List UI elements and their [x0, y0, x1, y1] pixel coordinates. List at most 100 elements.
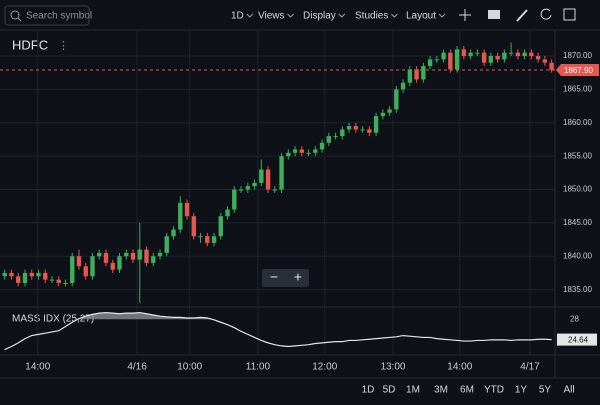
candle-body	[292, 149, 298, 153]
candle-body	[97, 252, 102, 257]
y-tick-label: 1870.00	[563, 51, 592, 60]
grid	[0, 30, 555, 355]
candle-body	[488, 56, 494, 63]
candle-body	[232, 189, 237, 210]
toolbar-menu[interactable]: 1D	[231, 11, 244, 22]
x-tick-label: 13:00	[380, 362, 405, 373]
candle-body	[265, 169, 271, 190]
range-button[interactable]: 3M	[434, 385, 448, 396]
fullscreen-icon[interactable]	[563, 8, 576, 21]
range-button[interactable]: 1Y	[515, 385, 528, 396]
candle-body	[542, 59, 548, 63]
toolbar-menu[interactable]: Views	[258, 11, 285, 22]
candle-body	[178, 202, 183, 230]
y-tick-label: 1835.00	[563, 285, 592, 294]
candle-body	[340, 129, 345, 137]
candle-body	[319, 142, 325, 150]
candle-body	[198, 236, 203, 238]
zoom-out[interactable]: −	[270, 269, 278, 285]
candle-body	[481, 52, 487, 63]
candle-body	[110, 262, 115, 270]
candle-body	[360, 129, 365, 131]
candle-body	[448, 52, 453, 70]
zoom-in[interactable]: +	[294, 269, 302, 285]
candle-body	[103, 252, 109, 263]
study-name: MASS IDX (25,27)	[12, 314, 94, 325]
symbol-menu[interactable]: ⋮	[58, 40, 69, 52]
candle-body	[421, 66, 426, 80]
candle-body	[434, 59, 440, 61]
y-tick-label: 1860.00	[563, 118, 592, 127]
range-button[interactable]: 1M	[406, 385, 420, 396]
x-tick-label: 14:00	[447, 362, 472, 373]
y-tick-label: 1855.00	[563, 151, 592, 160]
candle-body	[299, 149, 305, 153]
candle-body	[367, 129, 372, 133]
x-tick-label: 11:00	[246, 362, 271, 373]
candle-body	[387, 109, 392, 113]
toolbar-menu[interactable]: Layout	[406, 11, 436, 22]
candle-body	[279, 156, 284, 190]
study-last-tag	[557, 333, 597, 346]
candle-body	[353, 126, 359, 130]
dropdown-caret	[338, 13, 346, 18]
zoom-controls	[262, 269, 309, 287]
study-area	[4, 312, 552, 320]
candle-body	[286, 152, 291, 157]
candle-body	[9, 272, 14, 277]
range-button[interactable]: 5Y	[539, 385, 552, 396]
candle-body	[157, 252, 163, 257]
candle-body	[441, 52, 446, 60]
toolbar-menu[interactable]: Studies	[355, 11, 388, 22]
range-button[interactable]: YTD	[484, 385, 504, 396]
candle-body	[36, 272, 41, 277]
candle-body	[191, 216, 196, 237]
y-tick-label: 1840.00	[563, 251, 592, 260]
candle-body	[171, 229, 176, 237]
reset-icon[interactable]	[540, 8, 552, 20]
candle-body	[2, 272, 7, 277]
candle-body	[346, 126, 352, 130]
candle-body	[475, 52, 480, 54]
candle-body	[407, 69, 413, 83]
search-box[interactable]	[4, 5, 90, 26]
comment-icon[interactable]	[488, 10, 500, 19]
candle-body	[16, 276, 21, 283]
search-icon	[10, 10, 20, 20]
range-button[interactable]: All	[563, 385, 574, 396]
candle-body	[184, 202, 190, 217]
candle-body	[117, 256, 122, 270]
candle-body	[394, 89, 399, 110]
dropdown-caret	[391, 13, 398, 18]
search-placeholder[interactable]: Search symbol	[26, 11, 92, 22]
candle-body	[414, 69, 419, 80]
dropdown-caret	[246, 13, 254, 18]
candle-body	[272, 189, 277, 191]
y-tick-label: 1845.00	[563, 218, 592, 227]
dropdown-caret	[287, 13, 294, 18]
range-button[interactable]: 5D	[383, 385, 396, 396]
range-button[interactable]: 1D	[362, 385, 375, 396]
draw-icon[interactable]	[516, 9, 528, 22]
candle-body	[56, 279, 61, 283]
candle-body	[225, 209, 230, 217]
study-last-label: 24.64	[568, 336, 589, 345]
candle-body	[70, 256, 75, 283]
candle-body	[502, 52, 507, 60]
toolbar-menu[interactable]: Display	[303, 11, 336, 22]
candle-body	[306, 152, 311, 154]
candle-body	[245, 186, 250, 190]
x-tick-label: 14:00	[25, 362, 50, 373]
candle-body	[549, 62, 554, 71]
candle-body	[43, 272, 48, 280]
candle-body	[259, 169, 264, 183]
candle-body	[124, 252, 129, 257]
candle-body	[529, 52, 534, 57]
range-button[interactable]: 6M	[460, 385, 474, 396]
candle-body	[313, 149, 318, 153]
last-price-tag	[556, 64, 599, 77]
candle-body	[535, 56, 541, 60]
candle-body	[515, 52, 521, 57]
search-icon	[17, 17, 22, 22]
